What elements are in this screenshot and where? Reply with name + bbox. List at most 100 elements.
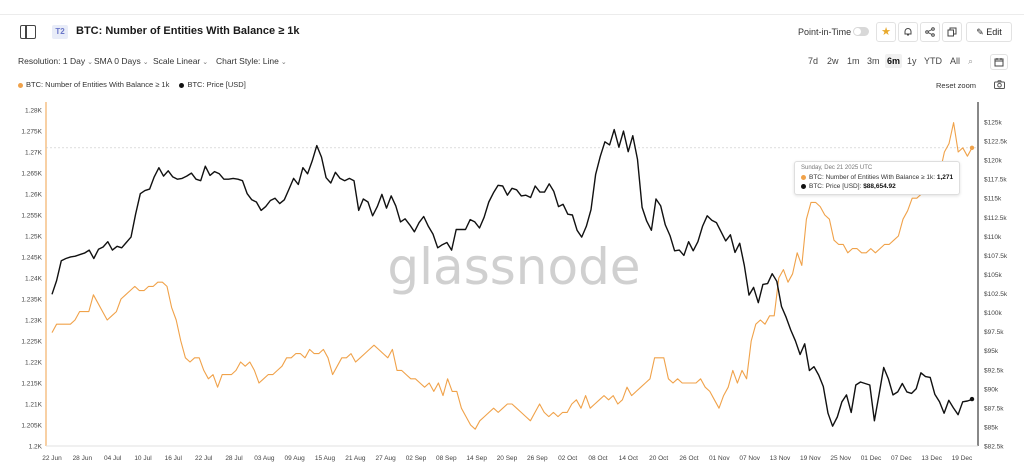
range-ytd[interactable]: YTD <box>924 56 942 66</box>
x-tick-label: 16 Jul <box>165 455 183 462</box>
left-tick-label: 1.225K <box>21 339 42 346</box>
x-axis: 22 Jun 28 Jun 04 Jul 10 Jul 16 Jul 22 Jul 28 J… <box>42 445 978 462</box>
chevron-down-icon: ⌄ <box>202 59 209 66</box>
x-tick-label: 07 Dec <box>891 455 912 462</box>
share-icon[interactable] <box>920 22 940 42</box>
right-tick-label: $120k <box>984 158 1002 165</box>
range-1m[interactable]: 1m <box>847 56 860 66</box>
star-icon[interactable]: ★ <box>876 22 896 42</box>
right-tick-label: $122.5k <box>984 139 1008 146</box>
x-tick-label: 10 Jul <box>134 455 152 462</box>
x-tick-label: 03 Aug <box>254 455 275 462</box>
scale-dropdown[interactable]: Scale Linear ⌄ <box>153 56 208 66</box>
left-tick-label: 1.245K <box>21 255 42 262</box>
x-tick-label: 20 Oct <box>649 455 668 462</box>
bell-icon[interactable] <box>898 22 918 42</box>
x-tick-label: 07 Nov <box>739 455 760 462</box>
legend-entities-label: BTC: Number of Entities With Balance ≥ 1… <box>26 80 170 89</box>
page-title: BTC: Number of Entities With Balance ≥ 1… <box>76 25 300 37</box>
range-3m[interactable]: 3m <box>867 56 880 66</box>
price-series-line <box>51 128 973 427</box>
sidebar-toggle-icon[interactable] <box>20 25 36 39</box>
range-7d[interactable]: 7d <box>808 56 819 66</box>
range-all[interactable]: All <box>950 56 961 66</box>
x-tick-label: 19 Nov <box>800 455 821 462</box>
right-axis: $125k $122.5k $120k $117.5k $115k $112.5k $110… <box>977 102 1008 451</box>
scale-label: Scale Linear <box>153 56 201 66</box>
x-tick-label: 01 Nov <box>709 455 730 462</box>
right-tick-label: $110k <box>984 234 1002 241</box>
left-tick-label: 1.22K <box>25 360 43 367</box>
right-tick-label: $82.5k <box>984 444 1004 451</box>
copy-icon[interactable] <box>942 22 962 42</box>
legend-price-label: BTC: Price [USD] <box>187 80 246 89</box>
left-tick-label: 1.205K <box>21 423 42 430</box>
x-tick-label: 26 Sep <box>527 455 548 462</box>
sma-dropdown[interactable]: SMA 0 Days ⌄ <box>94 56 149 66</box>
x-tick-label: 14 Sep <box>466 455 487 462</box>
right-tick-label: $90k <box>984 386 999 393</box>
left-tick-label: 1.21K <box>25 402 43 409</box>
left-tick-label: 1.25K <box>25 234 43 241</box>
price-hover-marker <box>969 396 975 402</box>
zoom-search-icon[interactable]: ⌕ <box>968 56 974 66</box>
edit-button[interactable]: ✎ Edit <box>966 22 1012 42</box>
x-tick-label: 22 Jul <box>195 455 213 462</box>
tooltip-price-label: BTC: Price [USD]: <box>809 183 862 190</box>
left-tick-label: 1.215K <box>21 381 42 388</box>
x-tick-label: 08 Sep <box>436 455 457 462</box>
right-tick-label: $87.5k <box>984 405 1004 412</box>
chart-style-label: Chart Style: Line <box>216 56 279 66</box>
right-tick-label: $100k <box>984 310 1002 317</box>
right-tick-label: $125k <box>984 120 1002 127</box>
x-tick-label: 01 Dec <box>861 455 882 462</box>
x-tick-label: 15 Aug <box>315 455 336 462</box>
x-tick-label: 08 Oct <box>588 455 607 462</box>
range-6m[interactable]: 6m <box>885 54 903 68</box>
entities-series-line <box>51 122 973 430</box>
reset-zoom-button[interactable]: Reset zoom <box>936 81 977 90</box>
x-tick-label: 21 Aug <box>345 455 366 462</box>
x-tick-label: 13 Nov <box>770 455 791 462</box>
chart-header: T2 BTC: Number of Entities With Balance … <box>0 22 1024 44</box>
x-tick-label: 25 Nov <box>830 455 851 462</box>
tooltip-date: Sunday, Dec 21 2025 UTC <box>801 165 873 171</box>
left-tick-label: 1.26K <box>25 192 43 199</box>
right-tick-label: $92.5k <box>984 367 1004 374</box>
resolution-dropdown[interactable]: Resolution: 1 Day ⌄ <box>18 56 93 66</box>
tier-badge: T2 <box>52 25 68 39</box>
right-tick-label: $107.5k <box>984 253 1008 260</box>
legend-entities[interactable]: BTC: Number of Entities With Balance ≥ 1… <box>18 80 169 89</box>
x-tick-label: 02 Oct <box>558 455 577 462</box>
range-1y[interactable]: 1y <box>907 56 917 66</box>
chevron-down-icon: ⌄ <box>142 59 149 66</box>
range-2w[interactable]: 2w <box>827 56 839 66</box>
x-tick-label: 04 Jul <box>104 455 122 462</box>
tooltip-entities-row: BTC: Number of Entities With Balance ≥ 1… <box>801 173 953 182</box>
chart-toolbar: Resolution: 1 Day ⌄ SMA 0 Days ⌄ Scale Lin… <box>0 54 1024 70</box>
x-tick-label: 28 Jun <box>73 455 93 462</box>
calendar-icon[interactable] <box>990 54 1008 70</box>
tooltip-price-value: $88,654.92 <box>863 183 896 190</box>
legend-price[interactable]: BTC: Price [USD] <box>179 80 246 89</box>
top-divider <box>0 14 1024 15</box>
sma-label: SMA 0 Days <box>94 56 141 66</box>
point-in-time-toggle[interactable] <box>853 27 869 36</box>
left-tick-label: 1.235K <box>21 297 42 304</box>
right-tick-label: $97.5k <box>984 329 1004 336</box>
left-tick-label: 1.27K <box>25 150 43 157</box>
x-tick-label: 13 Dec <box>921 455 942 462</box>
right-tick-label: $112.5k <box>984 215 1007 222</box>
x-tick-label: 09 Aug <box>285 455 306 462</box>
x-tick-label: 14 Oct <box>619 455 638 462</box>
left-tick-label: 1.275K <box>21 129 42 136</box>
camera-icon[interactable] <box>994 80 1005 91</box>
tooltip-entities-label: BTC: Number of Entities With Balance ≥ 1… <box>809 174 936 181</box>
left-tick-label: 1.2K <box>29 444 43 451</box>
x-tick-label: 26 Oct <box>679 455 698 462</box>
right-tick-label: $85k <box>984 424 999 431</box>
left-tick-label: 1.265K <box>21 171 42 178</box>
chart-style-dropdown[interactable]: Chart Style: Line ⌄ <box>216 56 287 66</box>
hover-markers <box>969 145 975 402</box>
